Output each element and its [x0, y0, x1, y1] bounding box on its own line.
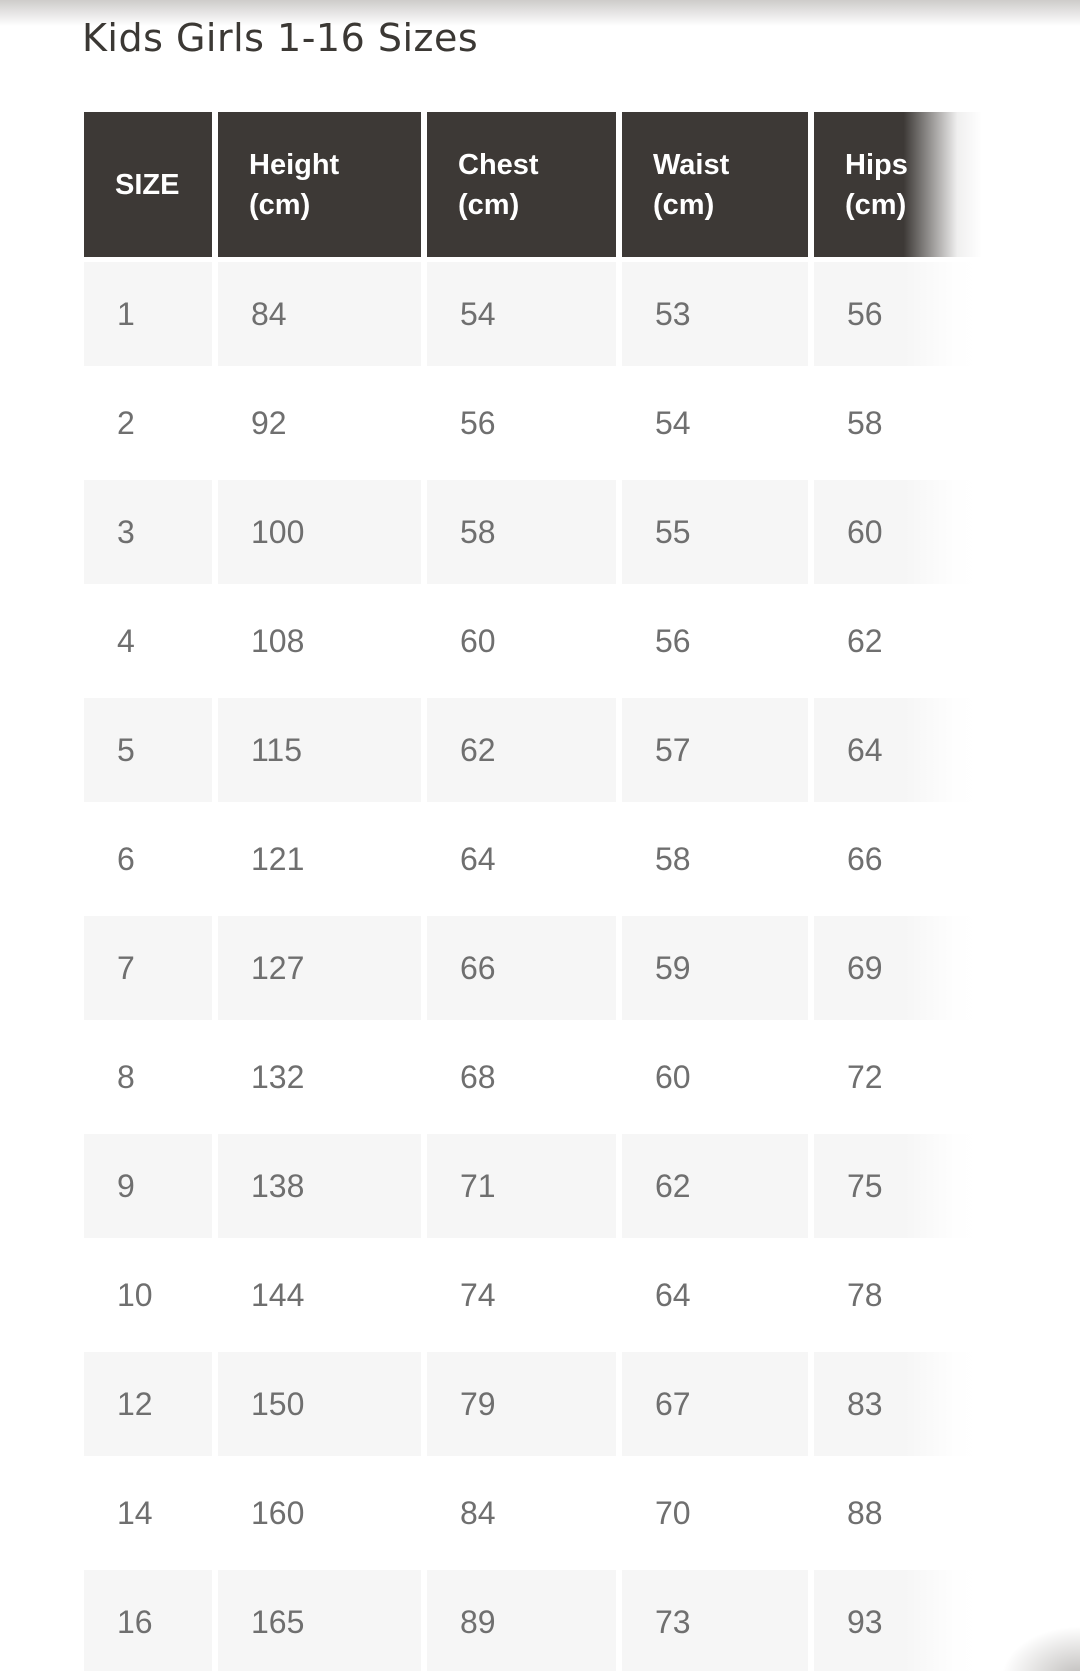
table-cell: 62: [427, 698, 616, 802]
table-cell: 165: [218, 1570, 421, 1671]
table-cell: 14: [84, 1461, 212, 1565]
header-unit: (cm): [458, 188, 520, 221]
table-cell: 64: [427, 807, 616, 911]
header-unit: (cm): [249, 188, 311, 221]
table-cell: 10: [84, 1243, 212, 1347]
table-cell: 3: [84, 480, 212, 584]
table-cell: 132: [218, 1025, 421, 1129]
table-cell: 70: [622, 1461, 808, 1565]
table-cell: 58: [814, 371, 982, 475]
table-cell: 100: [218, 480, 421, 584]
header-unit: (cm): [845, 188, 907, 221]
table-cell: 75: [814, 1134, 982, 1238]
table-cell: 12: [84, 1352, 212, 1456]
table-header-waist: Waist (cm): [622, 112, 808, 257]
table-cell: 121: [218, 807, 421, 911]
table-cell: 67: [622, 1352, 808, 1456]
table-cell: 58: [622, 807, 808, 911]
table-cell: 79: [427, 1352, 616, 1456]
table-cell: 115: [218, 698, 421, 802]
table-cell: 88: [814, 1461, 982, 1565]
table-cell: 56: [622, 589, 808, 693]
table-cell: 16: [84, 1570, 212, 1671]
bottom-right-corner-shadow: [996, 1623, 1080, 1671]
table-cell: 64: [622, 1243, 808, 1347]
table-cell: 84: [218, 262, 421, 366]
table-cell: 144: [218, 1243, 421, 1347]
table-cell: 68: [427, 1025, 616, 1129]
table-header-height: Height (cm): [218, 112, 421, 257]
table-cell: 92: [218, 371, 421, 475]
table-cell: 59: [622, 916, 808, 1020]
header-label: Waist: [653, 148, 730, 181]
table-cell: 54: [427, 262, 616, 366]
page-title: Kids Girls 1-16 Sizes: [82, 16, 479, 60]
table-cell: 53: [622, 262, 808, 366]
table-cell: 57: [622, 698, 808, 802]
table-cell: 56: [427, 371, 616, 475]
size-table-scroll-area[interactable]: SIZE Height (cm) Chest (cm) Waist (cm) Hips…: [84, 112, 982, 1671]
table-cell: 60: [814, 480, 982, 584]
header-label: Hips: [845, 148, 908, 181]
table-cell: 108: [218, 589, 421, 693]
table-cell: 66: [814, 807, 982, 911]
size-table: SIZE Height (cm) Chest (cm) Waist (cm) Hips…: [84, 112, 982, 1671]
table-header-size: SIZE: [84, 112, 212, 257]
table-cell: 62: [622, 1134, 808, 1238]
table-header-hips: Hips (cm): [814, 112, 982, 257]
table-cell: 72: [814, 1025, 982, 1129]
table-cell: 9: [84, 1134, 212, 1238]
table-cell: 66: [427, 916, 616, 1020]
table-cell: 6: [84, 807, 212, 911]
table-cell: 83: [814, 1352, 982, 1456]
table-cell: 73: [622, 1570, 808, 1671]
table-cell: 89: [427, 1570, 616, 1671]
table-cell: 1: [84, 262, 212, 366]
table-cell: 5: [84, 698, 212, 802]
header-label: Chest: [458, 148, 539, 181]
table-cell: 60: [427, 589, 616, 693]
table-cell: 2: [84, 371, 212, 475]
header-unit: (cm): [653, 188, 715, 221]
table-cell: 4: [84, 589, 212, 693]
table-cell: 127: [218, 916, 421, 1020]
table-cell: 58: [427, 480, 616, 584]
table-cell: 84: [427, 1461, 616, 1565]
table-cell: 93: [814, 1570, 982, 1671]
table-cell: 8: [84, 1025, 212, 1129]
table-cell: 7: [84, 916, 212, 1020]
table-cell: 56: [814, 262, 982, 366]
table-cell: 55: [622, 480, 808, 584]
table-cell: 60: [622, 1025, 808, 1129]
table-cell: 69: [814, 916, 982, 1020]
table-cell: 138: [218, 1134, 421, 1238]
table-cell: 64: [814, 698, 982, 802]
table-cell: 150: [218, 1352, 421, 1456]
table-cell: 74: [427, 1243, 616, 1347]
table-cell: 62: [814, 589, 982, 693]
table-header-chest: Chest (cm): [427, 112, 616, 257]
table-cell: 71: [427, 1134, 616, 1238]
header-label: Height: [249, 148, 340, 181]
table-cell: 78: [814, 1243, 982, 1347]
table-cell: 54: [622, 371, 808, 475]
table-cell: 160: [218, 1461, 421, 1565]
header-label: SIZE: [115, 168, 180, 201]
